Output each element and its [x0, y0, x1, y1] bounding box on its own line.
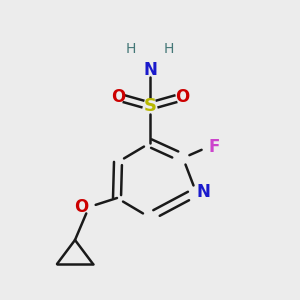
- Text: F: F: [209, 138, 220, 156]
- Text: O: O: [111, 88, 125, 106]
- Text: H: H: [164, 42, 174, 56]
- Text: O: O: [175, 88, 189, 106]
- Text: S: S: [143, 97, 157, 115]
- Text: H: H: [126, 42, 136, 56]
- Text: N: N: [197, 183, 211, 201]
- Text: O: O: [74, 198, 88, 216]
- Text: N: N: [143, 61, 157, 79]
